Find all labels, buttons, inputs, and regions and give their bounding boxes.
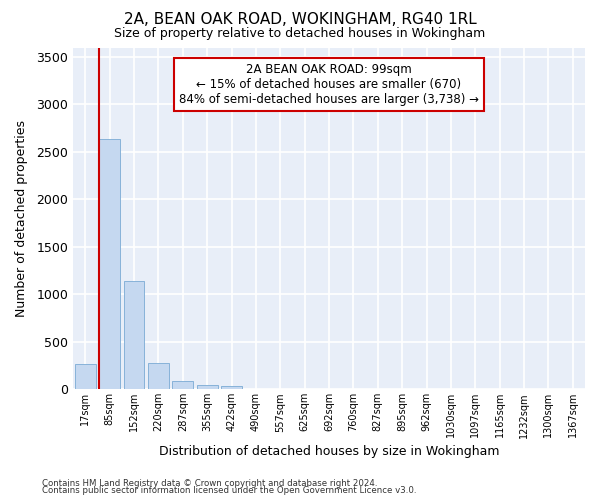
Text: Contains public sector information licensed under the Open Government Licence v3: Contains public sector information licen… — [42, 486, 416, 495]
X-axis label: Distribution of detached houses by size in Wokingham: Distribution of detached houses by size … — [159, 444, 499, 458]
Bar — [148, 362, 169, 390]
Bar — [172, 380, 193, 390]
Bar — [221, 386, 242, 390]
Y-axis label: Number of detached properties: Number of detached properties — [15, 120, 28, 317]
Text: 2A BEAN OAK ROAD: 99sqm
← 15% of detached houses are smaller (670)
84% of semi-d: 2A BEAN OAK ROAD: 99sqm ← 15% of detache… — [179, 63, 479, 106]
Bar — [197, 385, 218, 390]
Text: Size of property relative to detached houses in Wokingham: Size of property relative to detached ho… — [115, 28, 485, 40]
Bar — [124, 281, 145, 390]
Bar — [75, 364, 95, 390]
Bar — [99, 138, 120, 390]
Text: Contains HM Land Registry data © Crown copyright and database right 2024.: Contains HM Land Registry data © Crown c… — [42, 478, 377, 488]
Text: 2A, BEAN OAK ROAD, WOKINGHAM, RG40 1RL: 2A, BEAN OAK ROAD, WOKINGHAM, RG40 1RL — [124, 12, 476, 28]
